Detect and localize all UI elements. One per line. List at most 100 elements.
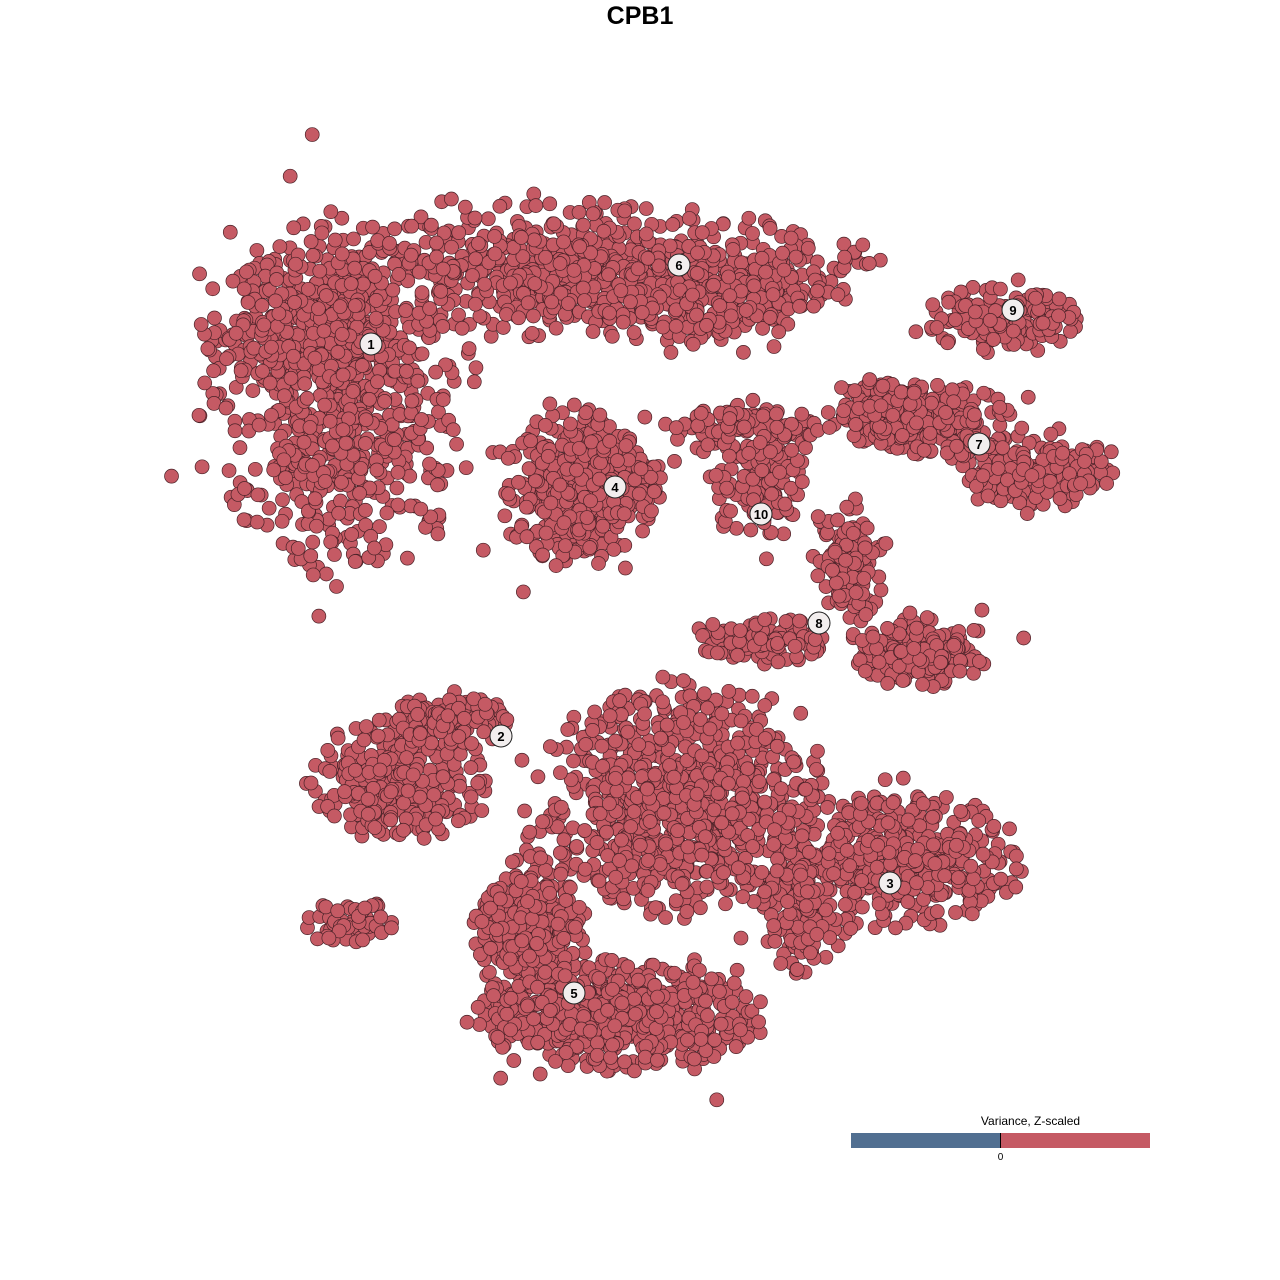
data-point: [736, 345, 751, 360]
data-point: [365, 219, 380, 235]
data-point: [360, 791, 376, 807]
data-point: [893, 644, 909, 659]
data-point: [476, 724, 492, 740]
data-point: [330, 730, 346, 746]
data-point: [602, 305, 617, 321]
data-point: [623, 294, 638, 310]
data-point: [1002, 821, 1017, 837]
data-point: [644, 503, 659, 519]
data-point: [435, 261, 451, 277]
data-point: [404, 393, 420, 409]
data-point: [470, 236, 486, 251]
data-point: [939, 790, 954, 805]
data-point: [346, 231, 361, 247]
data-point: [255, 363, 270, 379]
data-point: [546, 216, 562, 232]
data-point: [377, 394, 392, 409]
data-point: [337, 784, 352, 799]
data-point: [457, 199, 473, 215]
data-point: [318, 566, 334, 582]
data-point: [193, 317, 209, 332]
data-point: [228, 325, 244, 341]
data-point: [767, 933, 783, 949]
data-point: [1009, 848, 1024, 864]
data-point: [400, 783, 416, 799]
data-point: [390, 465, 406, 480]
data-point: [845, 526, 861, 541]
data-point: [582, 540, 598, 555]
data-point: [387, 432, 402, 447]
data-point: [693, 405, 709, 421]
data-point: [200, 341, 216, 356]
data-point: [792, 613, 807, 629]
data-point: [520, 295, 536, 311]
data-point: [780, 894, 795, 909]
data-point: [282, 168, 298, 184]
data-point: [871, 654, 887, 670]
data-point: [776, 262, 792, 278]
data-point: [699, 318, 714, 333]
data-point: [900, 812, 916, 828]
data-point: [975, 468, 991, 484]
data-point: [227, 423, 243, 439]
data-point: [311, 608, 327, 624]
data-point: [810, 509, 826, 524]
data-point: [440, 708, 456, 724]
data-point: [992, 399, 1008, 415]
data-point: [690, 418, 706, 434]
data-point: [511, 474, 526, 490]
data-point: [413, 501, 429, 517]
data-point: [461, 341, 477, 356]
data-point: [327, 232, 343, 248]
data-point: [414, 412, 429, 427]
data-point: [402, 340, 417, 356]
data-point: [858, 607, 874, 622]
data-point: [237, 481, 252, 496]
data-point: [926, 837, 941, 853]
data-point: [458, 460, 474, 476]
data-point: [869, 859, 885, 875]
data-point: [993, 281, 1008, 297]
data-point: [738, 303, 754, 318]
data-point: [776, 526, 792, 542]
data-point: [445, 422, 461, 438]
data-point: [511, 310, 526, 326]
data-point: [946, 637, 962, 653]
data-point: [528, 198, 544, 213]
data-point: [535, 547, 550, 563]
data-point: [689, 266, 705, 281]
data-point: [830, 512, 846, 528]
data-point: [857, 663, 873, 679]
data-point: [527, 276, 543, 291]
data-point: [710, 645, 725, 661]
data-point: [975, 341, 991, 357]
data-point: [487, 246, 503, 262]
data-point: [344, 527, 359, 542]
data-point: [618, 438, 634, 454]
data-point: [949, 438, 965, 454]
data-point: [371, 712, 387, 728]
data-point: [604, 328, 620, 344]
data-point: [544, 294, 559, 310]
data-point: [733, 930, 749, 946]
data-point: [722, 411, 738, 426]
data-point: [630, 261, 646, 277]
data-point: [240, 295, 256, 310]
data-point: [967, 304, 983, 320]
data-point: [429, 235, 444, 251]
data-point: [330, 903, 346, 919]
data-point: [382, 235, 397, 251]
data-point: [1073, 476, 1088, 491]
data-point: [307, 491, 323, 507]
data-point: [303, 548, 319, 564]
data-point: [783, 230, 799, 246]
data-point: [826, 866, 841, 881]
data-point: [829, 575, 844, 591]
data-point: [708, 467, 724, 483]
data-point: [1035, 315, 1051, 331]
data-point: [468, 251, 483, 267]
data-point: [205, 281, 221, 297]
data-point: [264, 407, 279, 423]
data-point: [873, 582, 889, 598]
data-point: [414, 346, 430, 362]
